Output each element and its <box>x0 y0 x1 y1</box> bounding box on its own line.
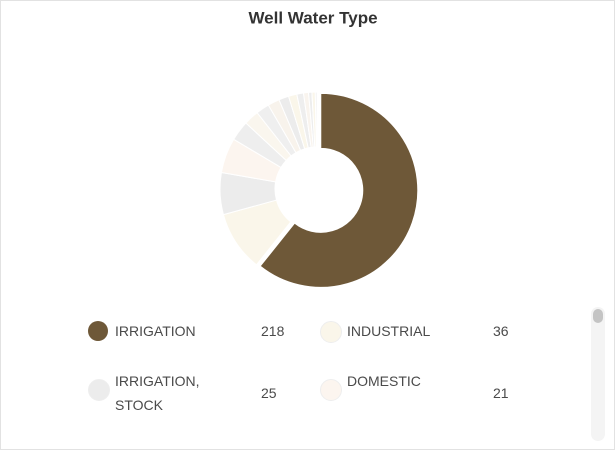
legend: IRRIGATION 218 INDUSTRIAL 36 IRRIGATION, STO… <box>81 313 581 443</box>
legend-value: 21 <box>493 385 509 401</box>
legend-swatch <box>320 321 342 343</box>
legend-swatch <box>320 379 342 401</box>
scrollbar[interactable] <box>591 307 605 441</box>
legend-value: 36 <box>493 323 509 339</box>
legend-value: 25 <box>261 385 277 401</box>
legend-label: DOMESTIC <box>347 373 421 389</box>
legend-swatch <box>88 321 108 341</box>
donut-slice <box>259 92 419 288</box>
legend-label: INDUSTRIAL <box>347 323 431 339</box>
legend-label: IRRIGATION <box>115 323 196 339</box>
legend-swatch <box>88 379 110 401</box>
donut-slice <box>314 91 318 148</box>
legend-value: 218 <box>261 323 285 339</box>
chart-title: Well Water Type <box>248 8 377 27</box>
scroll-thumb[interactable] <box>593 309 603 323</box>
legend-label: IRRIGATION, STOCK <box>115 373 200 413</box>
